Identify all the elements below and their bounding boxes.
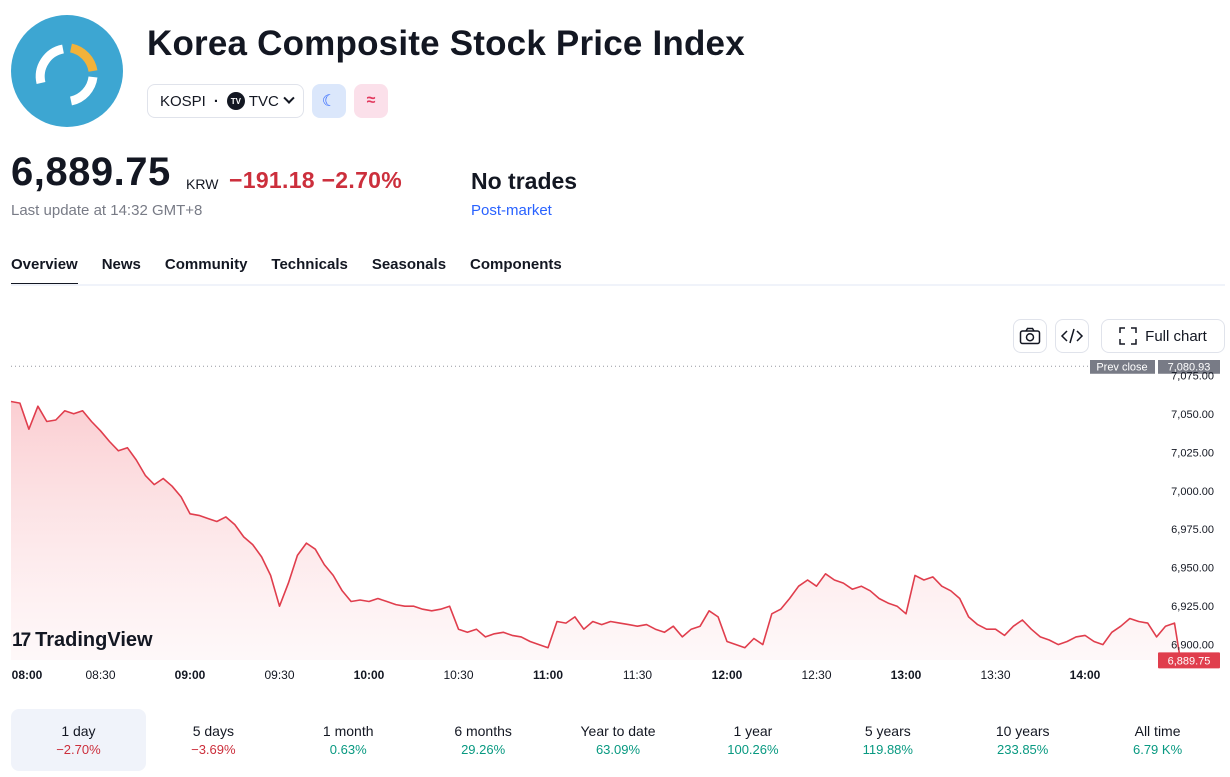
y-tick-label: 7,025.00 — [1171, 447, 1214, 459]
range-label: All time — [1134, 723, 1181, 739]
tab-overview[interactable]: Overview — [11, 256, 78, 286]
range-label: 5 days — [192, 723, 234, 739]
x-tick-label: 09:30 — [264, 668, 294, 682]
y-tick-label: 6,975.00 — [1171, 524, 1214, 536]
range-label: 1 year — [733, 723, 773, 739]
currency-label: KRW — [186, 176, 219, 192]
approx-wave-icon[interactable]: ≈ — [354, 84, 388, 118]
prev-close-value-bg — [1158, 360, 1220, 374]
session-link[interactable]: Post-market — [471, 202, 552, 219]
tab-technicals[interactable]: Technicals — [271, 256, 348, 273]
tvc-exchange-icon: TV — [226, 92, 245, 110]
range-1-month[interactable]: 1 month 0.63% — [281, 709, 416, 771]
symbol-label: KOSPI — [160, 92, 206, 110]
range-10-years[interactable]: 10 years 233.85% — [955, 709, 1090, 771]
range-5-years[interactable]: 5 years 119.88% — [820, 709, 955, 771]
page-title: Korea Composite Stock Price Index — [147, 24, 745, 63]
kospi-logo-icon — [11, 15, 123, 127]
range-change: 100.26% — [727, 742, 779, 757]
tabs-divider — [11, 284, 1225, 286]
y-tick-label: 6,950.00 — [1171, 563, 1214, 575]
full-chart-button[interactable]: Full chart — [1101, 319, 1225, 353]
range-label: 10 years — [995, 723, 1050, 739]
range-label: 5 years — [864, 723, 911, 739]
tradingview-brand: 17 TradingView — [12, 629, 153, 652]
range-6-months[interactable]: 6 months 29.26% — [416, 709, 551, 771]
tab-seasonals[interactable]: Seasonals — [371, 256, 447, 273]
range-1-day[interactable]: 1 day −2.70% — [11, 709, 146, 771]
embed-code-icon — [1060, 328, 1084, 344]
y-tick-label: 7,050.00 — [1171, 409, 1214, 421]
moon-icon[interactable]: ☾ — [312, 84, 346, 118]
tab-bar: Overview News Community Technicals Seaso… — [11, 256, 586, 286]
range-label: 6 months — [454, 723, 512, 739]
last-value-badge-bg — [1158, 652, 1220, 669]
range-change: −2.70% — [56, 742, 101, 757]
tab-community[interactable]: Community — [164, 256, 248, 273]
tab-news[interactable]: News — [101, 256, 141, 273]
x-tick-label: 13:00 — [891, 668, 922, 682]
full-chart-label: Full chart — [1145, 327, 1207, 345]
x-tick-label: 11:30 — [623, 668, 652, 682]
x-tick-label: 11:00 — [533, 668, 563, 682]
x-tick-label: 13:30 — [980, 668, 1010, 682]
x-tick-label: 12:00 — [712, 668, 743, 682]
y-tick-label: 7,000.00 — [1171, 486, 1214, 498]
tab-components[interactable]: Components — [470, 256, 562, 273]
range-change: 63.09% — [595, 742, 641, 757]
price-area — [11, 401, 1181, 661]
chevron-down-icon — [283, 92, 295, 104]
last-price: 6,889.75 — [11, 150, 171, 194]
range-5-days[interactable]: 5 days −3.69% — [146, 709, 281, 771]
price-change: −191.18 −2.70% — [229, 167, 403, 193]
range-all-time[interactable]: All time 6.79 K% — [1090, 709, 1225, 771]
y-tick-label: 6,925.00 — [1171, 601, 1214, 613]
range-selector: 1 day −2.70% 5 days −3.69% 1 month 0.63%… — [11, 709, 1225, 771]
x-tick-label: 08:00 — [12, 668, 43, 682]
last-update-text: Last update at 14:32 GMT+8 — [11, 202, 203, 219]
trade-status: No trades — [471, 168, 578, 194]
prev-close-label: Prev close — [1096, 361, 1147, 373]
symbol-exchange-selector[interactable]: KOSPI · TV TVC — [147, 84, 304, 118]
range-change: 29.26% — [461, 742, 506, 757]
range-1-year[interactable]: 1 year 100.26% — [685, 709, 820, 771]
range-change: 6.79 K% — [1132, 742, 1183, 757]
camera-icon — [1019, 327, 1041, 345]
separator-dot: · — [213, 92, 219, 110]
fullscreen-icon — [1119, 327, 1137, 345]
prev-close-value: 7,080.93 — [1168, 361, 1211, 373]
camera-button[interactable] — [1013, 319, 1047, 353]
range-change: 0.63% — [329, 742, 367, 757]
x-tick-label: 10:30 — [443, 668, 473, 682]
range-label: 1 day — [61, 723, 96, 739]
range-year-to-date[interactable]: Year to date 63.09% — [551, 709, 686, 771]
exchange-label: TVC — [248, 92, 279, 110]
range-label: 1 month — [322, 723, 374, 739]
x-tick-label: 09:00 — [175, 668, 206, 682]
y-tick-label: 6,900.00 — [1171, 640, 1214, 652]
prev-close-label-bg — [1090, 360, 1155, 374]
range-change: −3.69% — [191, 742, 236, 757]
price-line — [10, 400, 1182, 661]
tradingview-logo-icon: 17 — [12, 629, 31, 651]
y-tick-label: 7,075.00 — [1171, 370, 1214, 382]
range-change: 233.85% — [997, 742, 1049, 757]
x-tick-label: 12:30 — [801, 668, 831, 682]
embed-button[interactable] — [1055, 319, 1089, 353]
range-label: Year to date — [580, 723, 656, 739]
range-change: 119.88% — [862, 742, 913, 757]
price-chart[interactable]: Prev close 7,080.93 6,900.00 6,925.00 6,950.… — [0, 360, 1230, 690]
x-tick-label: 14:00 — [1070, 668, 1101, 682]
x-tick-label: 08:30 — [85, 668, 115, 682]
last-value-badge: 6,889.75 — [1168, 655, 1211, 667]
brand-name: TradingView — [35, 629, 153, 651]
x-tick-label: 10:00 — [354, 668, 385, 682]
